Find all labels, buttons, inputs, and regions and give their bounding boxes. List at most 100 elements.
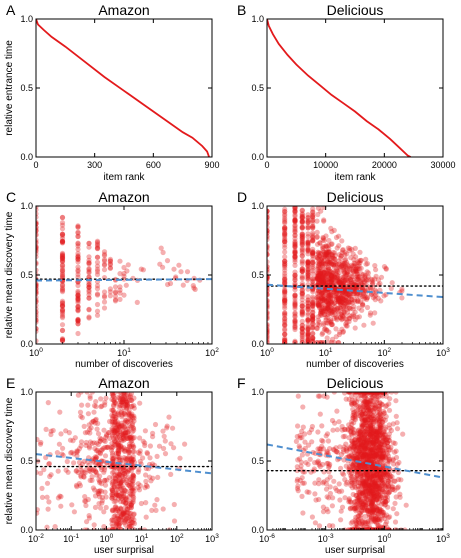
scatter-point (128, 459, 134, 465)
scatter-point (353, 508, 359, 514)
scatter-point (101, 267, 108, 273)
scatter-point (332, 250, 338, 256)
scatter-point (321, 244, 327, 250)
scatter-point (155, 474, 161, 480)
scatter-point (331, 315, 337, 321)
scatter-point (282, 225, 288, 231)
scatter-point (316, 250, 322, 256)
scatter-point (292, 255, 298, 261)
scatter-point (368, 456, 374, 463)
scatter-point (367, 448, 373, 454)
scatter-point (124, 456, 130, 462)
scatter-point (282, 270, 288, 276)
scatter-point (122, 500, 128, 506)
scatter-point (126, 428, 132, 434)
scatter-point (114, 423, 120, 429)
scatter-point (371, 482, 377, 488)
scatter-point (267, 208, 270, 214)
scatter-point (357, 493, 363, 499)
scatter-point (99, 488, 105, 494)
scatter-point (299, 325, 305, 331)
scatter-point (36, 244, 39, 250)
scatter-point (117, 520, 123, 527)
scatter-point (352, 298, 358, 304)
scatter-point (321, 273, 327, 279)
scatter-point (149, 507, 155, 513)
scatter-point (130, 472, 136, 478)
scatter-point (374, 492, 380, 498)
scatter-point (46, 499, 52, 505)
x-tick-label: 900 (204, 160, 219, 170)
scatter-point (362, 273, 368, 279)
scatter-point (292, 269, 298, 275)
scatter-point (118, 505, 124, 511)
scatter-point (282, 230, 288, 236)
scatter-point (363, 418, 369, 424)
scatter-point (101, 524, 107, 530)
scatter-point (336, 419, 342, 425)
scatter-point (36, 243, 39, 249)
scatter-point (316, 273, 322, 279)
scatter-point (317, 312, 323, 318)
scatter-point (123, 399, 129, 405)
scatter-point (347, 499, 353, 505)
panel-title: Delicious (327, 2, 384, 18)
scatter-point (94, 259, 101, 265)
scatter-point (123, 497, 129, 503)
scatter-point (292, 293, 298, 299)
scatter-point (299, 231, 305, 237)
scatter-point (310, 294, 316, 300)
scatter-point (362, 399, 368, 405)
scatter-point (365, 277, 371, 283)
scatter-point (295, 423, 301, 429)
scatter-point (325, 283, 331, 289)
scatter-point (110, 433, 116, 439)
scatter-point (123, 396, 129, 402)
scatter-point (382, 472, 388, 478)
scatter-point (96, 449, 102, 455)
scatter-point (337, 329, 343, 335)
x-tick-label: 10-2 (28, 533, 44, 544)
scatter-point (367, 507, 373, 513)
scatter-point (92, 468, 99, 474)
scatter-point (340, 313, 346, 319)
scatter-point (323, 249, 329, 255)
scatter-point (324, 259, 330, 265)
scatter-point (379, 477, 385, 483)
scatter-point (355, 299, 361, 305)
scatter-point (355, 298, 361, 304)
scatter-point (381, 411, 387, 417)
scatter-point (148, 478, 154, 484)
scatter-point (337, 314, 343, 320)
scatter-point (109, 470, 116, 476)
scatter-point (94, 291, 101, 297)
scatter-point (292, 218, 298, 224)
scatter-point (305, 251, 311, 257)
scatter-point (375, 511, 381, 517)
scatter-point (292, 298, 298, 305)
scatter-point (71, 509, 77, 515)
scatter-point (113, 506, 119, 512)
scatter-point (171, 501, 177, 508)
scatter-point (326, 293, 332, 299)
scatter-point (344, 287, 350, 293)
scatter-point (59, 231, 66, 237)
scatter-point (292, 318, 298, 324)
scatter-point (333, 295, 339, 301)
scatter-point (85, 402, 91, 408)
scatter-point (377, 400, 383, 406)
scatter-point (292, 217, 298, 223)
scatter-point (54, 450, 61, 456)
panel-E: 0.00.51.010-2 10-1 100 101 102 103AmazonEuser… (4, 375, 219, 556)
scatter-point (305, 297, 311, 303)
scatter-point (363, 261, 369, 267)
scatter-point (377, 496, 383, 502)
scatter-point (82, 494, 88, 500)
scatter-point (354, 292, 360, 299)
scatter-point (127, 498, 133, 505)
scatter-point (59, 236, 66, 242)
scatter-point (396, 459, 402, 466)
scatter-point (370, 280, 376, 286)
scatter-point (362, 451, 368, 457)
scatter-point (305, 274, 311, 280)
